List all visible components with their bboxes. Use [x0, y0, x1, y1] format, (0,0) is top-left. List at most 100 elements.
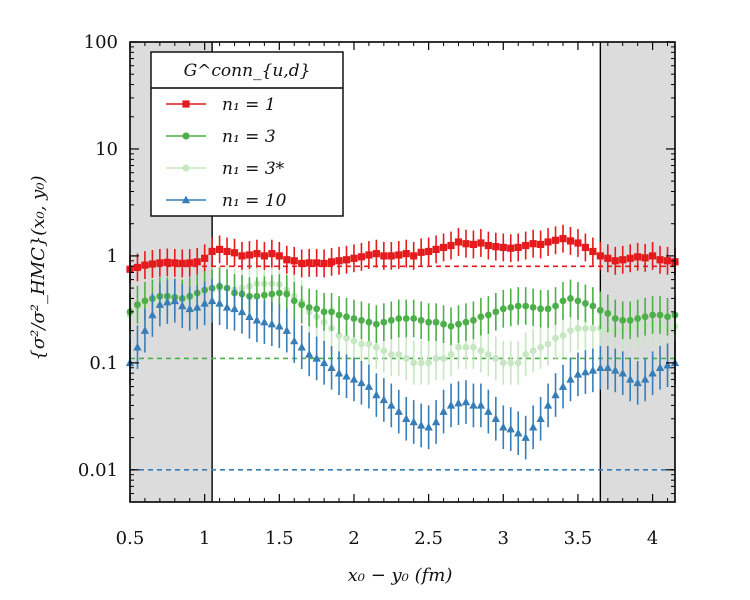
- data-point: [350, 315, 358, 322]
- data-point: [470, 343, 477, 351]
- data-point: [394, 407, 403, 415]
- data-point: [477, 239, 485, 247]
- legend-title: G^conn_{u,d}: [184, 61, 311, 81]
- data-point: [268, 250, 276, 258]
- data-point: [155, 300, 165, 308]
- data-point: [558, 382, 568, 390]
- data-point: [163, 297, 172, 306]
- data-point: [618, 368, 627, 377]
- data-point: [395, 251, 403, 259]
- data-point: [372, 250, 380, 258]
- data-point: [588, 365, 598, 374]
- data-point: [342, 371, 351, 380]
- data-point: [521, 433, 530, 441]
- data-point: [380, 252, 388, 260]
- legend-marker: [182, 164, 190, 172]
- data-point: [283, 256, 291, 264]
- data-point: [477, 347, 485, 355]
- data-point: [178, 301, 187, 310]
- data-point: [544, 340, 552, 348]
- data-point: [655, 363, 665, 371]
- data-point: [537, 343, 545, 351]
- data-point: [282, 326, 291, 334]
- data-point: [379, 395, 388, 404]
- data-point: [328, 308, 335, 316]
- data-point: [432, 245, 440, 254]
- data-point: [425, 247, 433, 256]
- data-point: [417, 359, 425, 367]
- legend-entry: n₁ = 3*: [166, 159, 285, 179]
- data-point: [260, 291, 268, 299]
- data-point: [536, 414, 545, 423]
- legend-label: n₁ = 3*: [222, 159, 285, 179]
- data-point: [290, 297, 298, 305]
- data-point: [596, 306, 604, 314]
- data-point: [596, 363, 605, 371]
- data-point: [462, 240, 470, 248]
- data-point: [275, 289, 283, 297]
- data-point: [552, 302, 559, 310]
- data-point: [619, 316, 627, 324]
- legend: G^conn_{u,d} n₁ = 1 n₁ = 3 n₁ = 3* n₁ = 10: [150, 51, 344, 217]
- y-tick-label: 10: [95, 139, 118, 160]
- data-point: [574, 297, 582, 305]
- data-point: [469, 400, 478, 409]
- data-point: [402, 355, 410, 362]
- legend-entry: n₁ = 1: [166, 95, 276, 115]
- data-point: [619, 256, 627, 264]
- data-point: [193, 302, 202, 311]
- data-point: [186, 259, 194, 267]
- data-point: [499, 422, 508, 431]
- data-point: [380, 347, 388, 355]
- data-point: [566, 237, 575, 245]
- reference-lines: [130, 265, 675, 471]
- data-point: [514, 302, 522, 310]
- data-point: [514, 428, 523, 437]
- data-point: [529, 240, 537, 248]
- data-point: [207, 296, 217, 305]
- data-point: [484, 311, 492, 319]
- data-point: [134, 301, 141, 309]
- data-point: [544, 238, 552, 246]
- data-point: [178, 259, 186, 268]
- data-point: [447, 241, 455, 250]
- data-point: [402, 250, 410, 258]
- data-point: [425, 359, 433, 367]
- legend-marker: [182, 100, 190, 108]
- data-point: [611, 257, 619, 265]
- data-point: [201, 254, 209, 262]
- data-point: [522, 302, 530, 310]
- data-point: [387, 350, 395, 358]
- data-point: [260, 252, 268, 260]
- data-point: [171, 259, 179, 267]
- data-point: [237, 307, 247, 316]
- data-point: [462, 343, 470, 351]
- data-point: [626, 374, 635, 383]
- data-point: [543, 400, 553, 409]
- data-point: [298, 301, 306, 309]
- data-point: [477, 313, 485, 321]
- data-point: [462, 318, 470, 326]
- data-point: [499, 243, 507, 252]
- data-point: [364, 382, 374, 390]
- data-point: [514, 359, 522, 367]
- data-point: [581, 243, 590, 252]
- data-point: [582, 299, 589, 307]
- legend-label: n₁ = 3: [222, 127, 276, 147]
- data-point: [567, 327, 574, 335]
- data-point: [319, 358, 329, 367]
- data-point: [514, 243, 522, 252]
- data-point: [604, 309, 612, 317]
- data-point: [185, 304, 194, 313]
- data-point: [417, 316, 425, 324]
- data-point: [372, 343, 380, 351]
- data-point: [641, 313, 649, 321]
- data-point: [402, 414, 411, 423]
- data-point: [552, 334, 559, 342]
- data-point: [320, 308, 328, 316]
- data-point: [439, 243, 448, 252]
- data-point: [446, 400, 456, 409]
- x-tick-label: 0.5: [116, 528, 145, 549]
- data-point: [559, 297, 567, 305]
